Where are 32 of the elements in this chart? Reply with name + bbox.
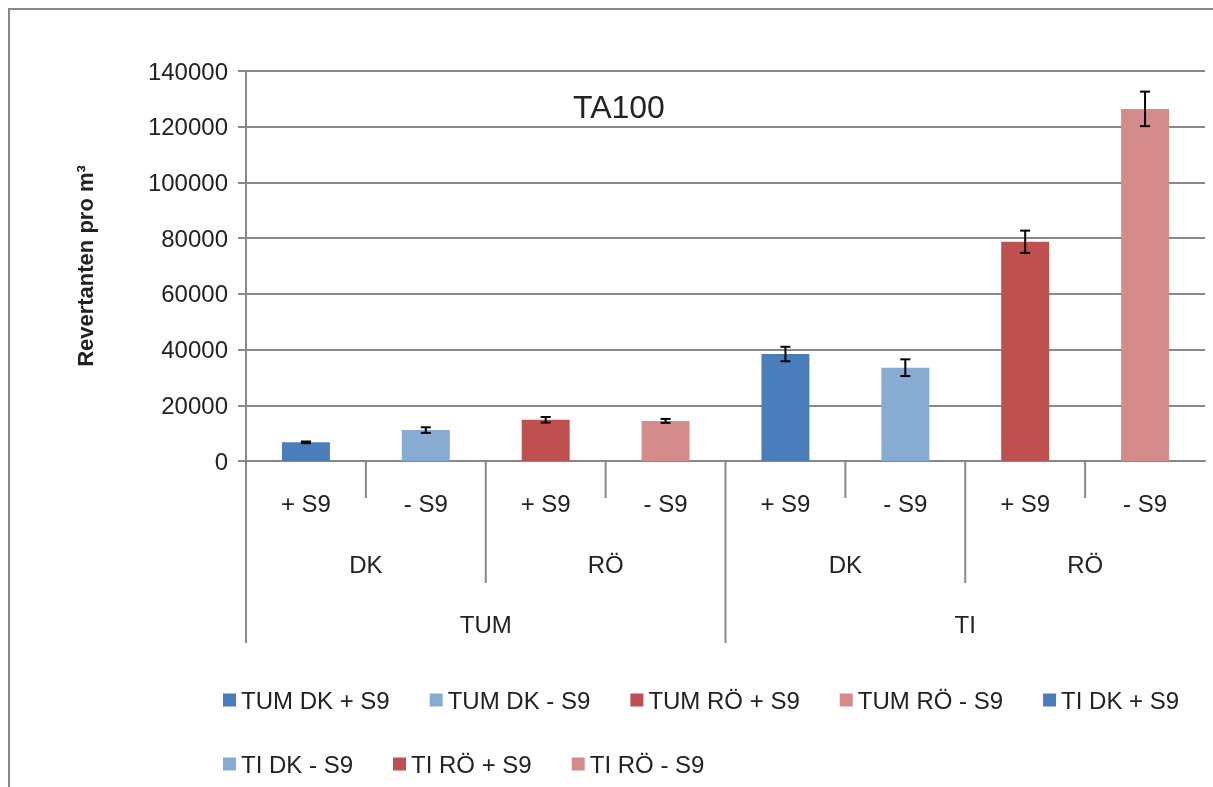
text: DK xyxy=(349,550,383,578)
x-tick-label: + S9 xyxy=(280,489,331,517)
legend-label: TUM DK + S9 xyxy=(241,686,390,714)
x-tick-label: - S9 xyxy=(1123,489,1168,517)
x-tick-label: + S9 xyxy=(1000,489,1051,517)
x-tick-label: - S9 xyxy=(643,489,688,517)
legend-label: TI RÖ + S9 xyxy=(411,750,532,778)
y-axis-title: Revertanten pro m³ xyxy=(72,165,98,367)
text: RÖ xyxy=(1067,550,1104,578)
text: DK xyxy=(828,550,863,578)
y-tick-label: 120000 xyxy=(147,113,228,141)
text: TI xyxy=(954,610,976,638)
text: TA100 xyxy=(573,89,665,125)
text: TUM xyxy=(459,610,512,638)
y-tick-label: 0 xyxy=(214,447,228,475)
y-tick-label: 140000 xyxy=(147,57,228,85)
y-tick-label: 80000 xyxy=(161,224,228,252)
legend-label: TUM RÖ + S9 xyxy=(648,686,800,714)
x-tick-label: - S9 xyxy=(883,489,928,517)
x-tick-label: + S9 xyxy=(520,489,571,517)
y-tick-label: 60000 xyxy=(161,280,228,308)
y-tick-label: 20000 xyxy=(161,391,228,419)
legend-label: TI DK + S9 xyxy=(1061,686,1180,714)
x-tick-label: + S9 xyxy=(760,489,811,517)
legend-label: TUM DK - S9 xyxy=(447,686,591,714)
legend-label: TI RÖ - S9 xyxy=(589,750,705,778)
legend-label: TUM RÖ - S9 xyxy=(857,686,1004,714)
legend-label: TI DK - S9 xyxy=(241,750,354,778)
y-tick-label: 40000 xyxy=(161,336,228,364)
text: RÖ xyxy=(587,550,624,578)
x-tick-label: - S9 xyxy=(403,489,448,517)
y-tick-label: 100000 xyxy=(147,168,228,196)
